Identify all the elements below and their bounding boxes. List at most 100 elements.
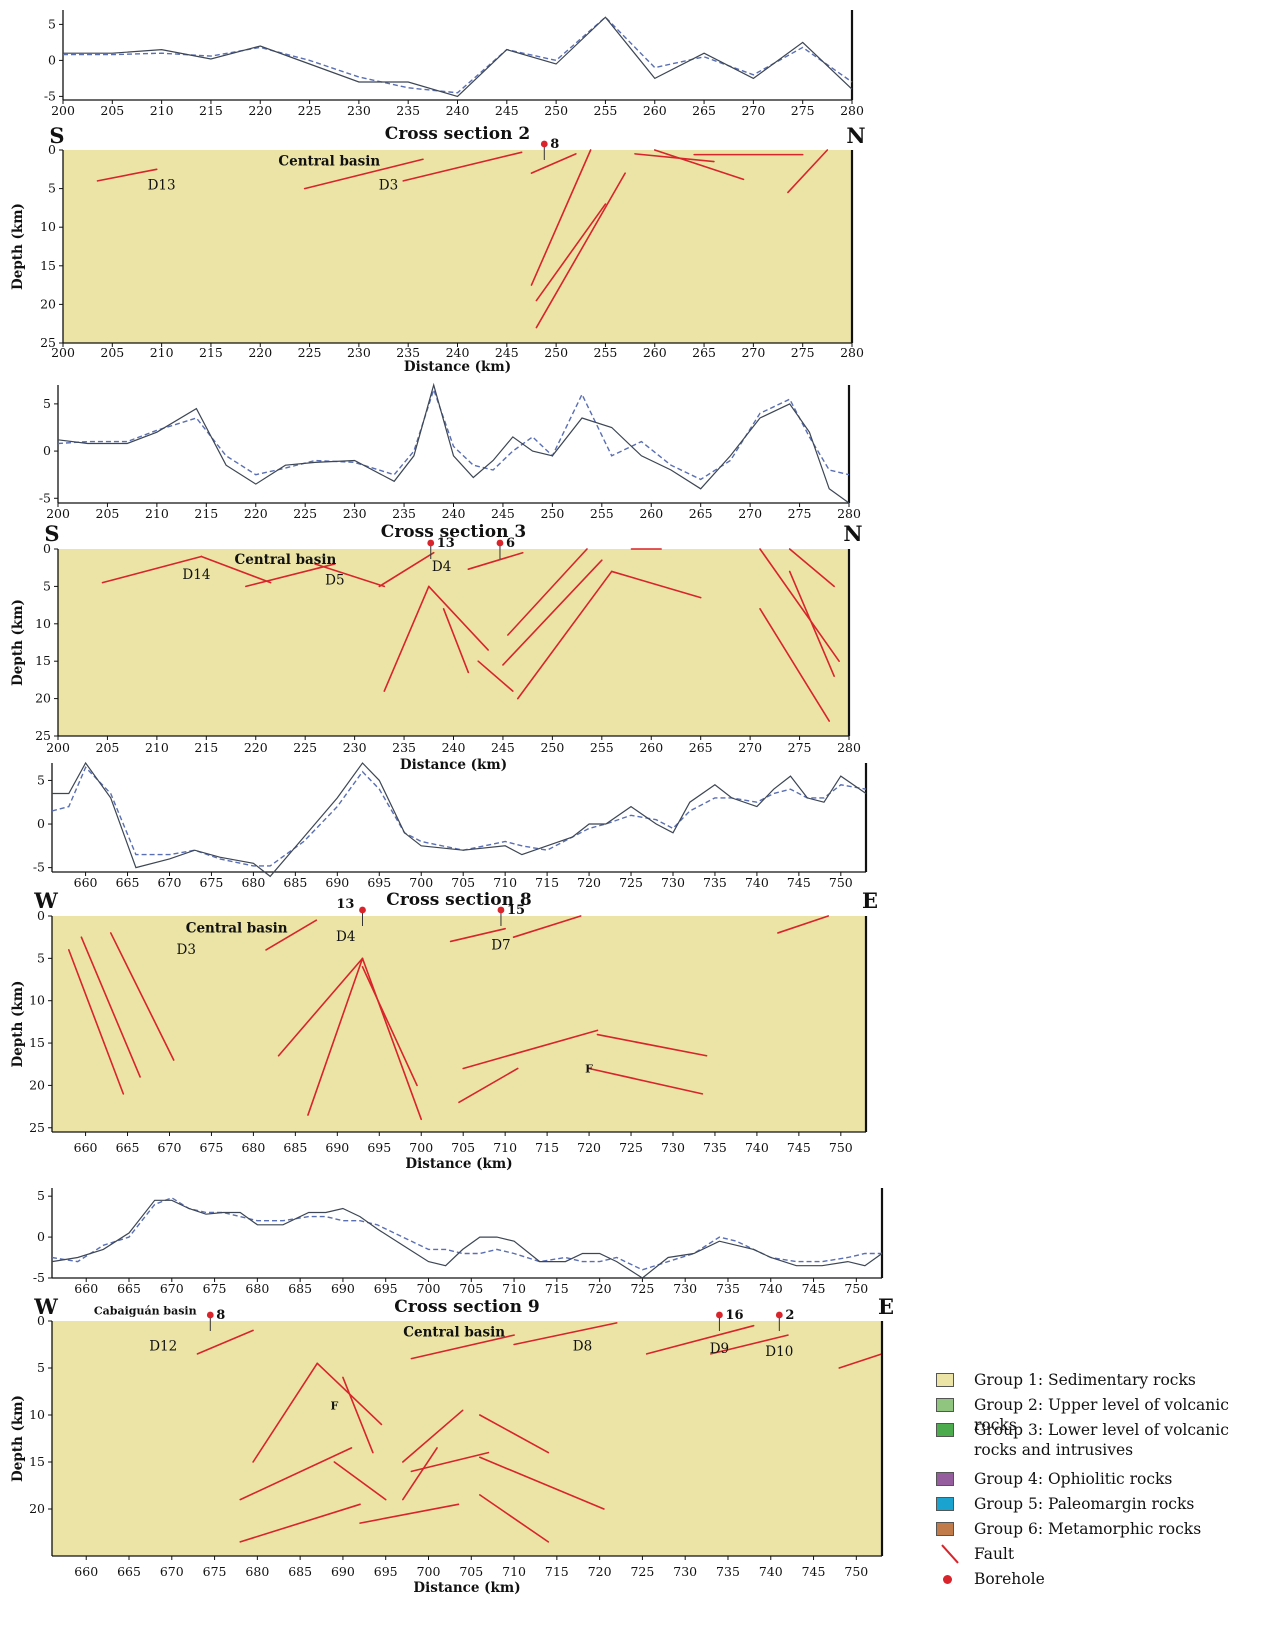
section-2-fault-line (467, 551, 524, 570)
section-2-profile-x-tick-label: 255 (590, 506, 614, 521)
section-4-borehole-label: 8 (216, 1308, 225, 1323)
section-4-distance-tick-label: 685 (288, 1564, 312, 1579)
section-1-distance-tick-label: 205 (100, 345, 124, 360)
section-3-fault-line (307, 957, 364, 1116)
section-4-profile-x-tick-label: 740 (759, 1281, 783, 1296)
section-4-borehole-marker (206, 1311, 214, 1319)
section-2-calculated-anomaly-line (57, 387, 850, 481)
section-1-depth-tick-label: 10 (40, 219, 56, 234)
section-2-fault-line (516, 570, 613, 700)
section-2-depth-tick-label: 5 (43, 578, 51, 593)
section-4-annotation-label: F (330, 1400, 338, 1413)
section-4-profile-x-tick-label: 660 (74, 1281, 98, 1296)
section-1-profile-x-tick-label: 250 (544, 103, 568, 118)
section-4-distance-tick-label: 735 (716, 1564, 740, 1579)
section-4-fault-line (479, 1494, 550, 1543)
section-4-observed-anomaly-line (51, 1199, 883, 1279)
section-3-borehole-label: 13 (336, 897, 354, 912)
section-4-profile-x-tick-label: 750 (844, 1281, 868, 1296)
section-2-profile-x-tick-label: 230 (343, 506, 367, 521)
section-1-annotation-label: D3 (379, 178, 398, 194)
section-3-fault-line (109, 932, 175, 1061)
section-4-fault-line (513, 1322, 618, 1346)
section-3-profile-y-tick-label: 0 (37, 816, 45, 831)
legend-label-group-6: Group 6: Metamorphic rocks (974, 1520, 1202, 1538)
section-4-fault-line (645, 1324, 755, 1355)
legend: Group 1: Sedimentary rocks Group 2: Uppe… (936, 1370, 1266, 1594)
section-1-fault-line (653, 149, 745, 181)
section-4-distance-tick-label: 695 (374, 1564, 398, 1579)
section-2-profile-x-tick-label: 250 (540, 506, 564, 521)
section-1-profile-x-tick-label: 200 (51, 103, 75, 118)
section-4-distance-tick-label: 665 (117, 1564, 141, 1579)
legend-label-group-4: Group 4: Ophiolitic rocks (974, 1470, 1173, 1488)
section-4-distance-tick-label: 745 (802, 1564, 826, 1579)
section-3-distance-tick-label: 700 (409, 1140, 433, 1155)
fault-symbol-icon (940, 1544, 960, 1564)
section-4-borehole-marker (716, 1311, 723, 1319)
section-2-borehole-marker (427, 539, 435, 547)
section-1-depth-axis-label: Depth (km) (10, 203, 26, 290)
section-3-depth-axis-label: Depth (km) (10, 981, 26, 1068)
borehole-symbol-icon (943, 1575, 952, 1584)
section-2-distance-tick-label: 255 (590, 740, 614, 755)
section-2-left-direction-label: S (44, 521, 59, 546)
section-3-profile-x-tick-label: 745 (787, 875, 811, 890)
section-3-annotation-label: D4 (336, 929, 355, 945)
section-3-annotation-label: D7 (491, 938, 510, 954)
section-2-distance-tick-label: 280 (837, 740, 861, 755)
section-2-title: Cross section 3 (381, 522, 526, 542)
section-1-distance-tick-label: 265 (692, 345, 716, 360)
section-4-profile-x-tick-label: 720 (588, 1281, 612, 1296)
section-1-profile-x-tick-label: 260 (643, 103, 667, 118)
section-4-profile-y-tick-label: 0 (37, 1229, 45, 1244)
section-4-fault-line (196, 1329, 254, 1355)
section-1-profile-x-tick-label: 225 (298, 103, 322, 118)
section-3-layer-g1 (52, 916, 866, 1132)
section-1-left-direction-label: S (49, 123, 64, 148)
section-3-distance-tick-label: 745 (787, 1140, 811, 1155)
section-2-fault-line (378, 551, 435, 588)
section-3-distance-tick-label: 660 (74, 1140, 98, 1155)
section-2-distance-tick-label: 240 (442, 740, 466, 755)
section-1-profile-x-tick-label: 215 (199, 103, 223, 118)
section-3-distance-axis-label: Distance (km) (405, 1156, 512, 1172)
section-1-distance-tick-label: 260 (643, 345, 667, 360)
section-1-depth-tick-label: 15 (40, 258, 56, 273)
section-2-distance-tick-label: 250 (540, 740, 564, 755)
section-4-fault-line (838, 1353, 883, 1369)
section-1-fault-line (303, 158, 424, 190)
section-1-depth-tick-label: 20 (40, 296, 56, 311)
section-3-annotation-label: D3 (177, 942, 196, 958)
section-4-depth-tick-label: 10 (29, 1407, 45, 1422)
section-1-profile-x-tick-label: 245 (495, 103, 519, 118)
section-4-layer-g1 (52, 1321, 882, 1556)
section-2-layer-g1 (58, 549, 849, 736)
section-2-profile-x-tick-label: 200 (46, 506, 70, 521)
section-3-distance-tick-label: 690 (325, 1140, 349, 1155)
section-2-fault-line (442, 608, 470, 674)
section-2-distance-tick-label: 230 (343, 740, 367, 755)
section-2-right-direction-label: N (843, 521, 862, 546)
section-3-calculated-anomaly-line (51, 766, 867, 867)
section-4-distance-tick-label: 690 (331, 1564, 355, 1579)
section-2-fault-line (610, 570, 702, 599)
section-4-profile-x-tick-label: 735 (716, 1281, 740, 1296)
section-3-distance-tick-label: 680 (241, 1140, 265, 1155)
section-3-fault-line (777, 915, 830, 934)
section-3-distance-tick-label: 695 (367, 1140, 391, 1155)
section-3-distance-tick-label: 665 (116, 1140, 140, 1155)
section-1-distance-tick-label: 200 (51, 345, 75, 360)
section-3-profile-x-tick-label: 740 (745, 875, 769, 890)
section-4-borehole-label: 16 (725, 1308, 743, 1323)
section-1-observed-anomaly-line (63, 16, 853, 98)
section-1-distance-tick-label: 215 (199, 345, 223, 360)
section-3-fault-line (277, 957, 364, 1057)
section-3-distance-tick-label: 730 (661, 1140, 685, 1155)
section-4-profile-x-tick-label: 725 (630, 1281, 654, 1296)
legend-item-group-3: Group 3: Lower level of volcanic rocks a… (936, 1420, 1266, 1469)
section-1-profile-panel: -5 0 5 200 205 210 215 220 225 230 235 240 245 250 255… (44, 10, 864, 118)
